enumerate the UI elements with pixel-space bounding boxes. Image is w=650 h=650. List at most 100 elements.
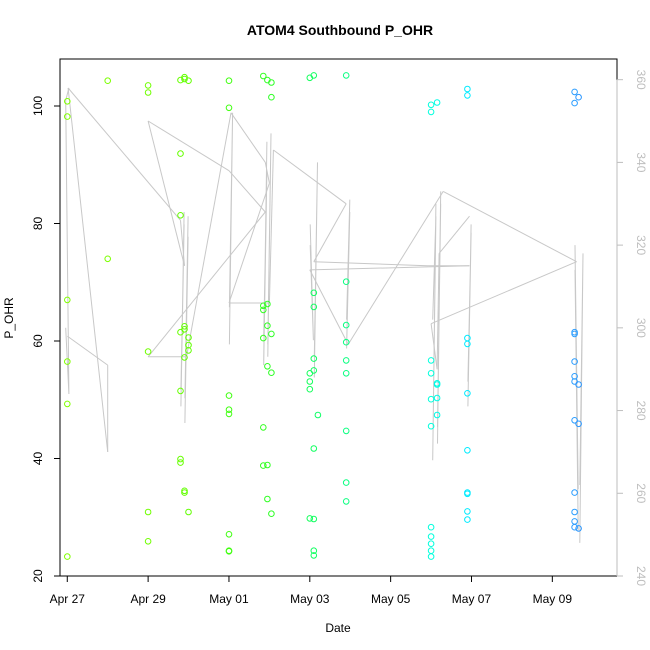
data-point-14-0 bbox=[427, 553, 435, 560]
line-stick-6 bbox=[309, 224, 314, 341]
line-segment-11 bbox=[230, 112, 266, 163]
data-point-1-0 bbox=[104, 255, 111, 263]
data-point-12-0 bbox=[314, 411, 322, 419]
data-point-16-4 bbox=[464, 447, 471, 454]
point-series bbox=[64, 72, 582, 560]
data-point-0-5 bbox=[64, 98, 71, 105]
data-point-11-5 bbox=[310, 355, 318, 362]
line-segment-22 bbox=[347, 191, 444, 345]
chart-title: ATOM4 Southbound P_OHR bbox=[247, 22, 433, 38]
line-segment-2 bbox=[67, 87, 109, 452]
data-point-10-0 bbox=[306, 515, 314, 522]
data-point-13-8 bbox=[342, 72, 350, 79]
data-point-17-11 bbox=[571, 88, 578, 96]
data-point-14-8 bbox=[427, 357, 435, 364]
x-tick-label-4: May 05 bbox=[371, 592, 411, 606]
line-segment-24 bbox=[430, 261, 577, 325]
data-point-11-3 bbox=[310, 445, 318, 452]
line-segment-13 bbox=[228, 182, 270, 304]
line-segment-21 bbox=[309, 269, 349, 345]
data-point-1-1 bbox=[104, 77, 111, 84]
data-point-17-10 bbox=[571, 99, 578, 107]
data-point-4-4 bbox=[181, 323, 188, 330]
line-segment-26 bbox=[436, 253, 440, 370]
data-point-13-2 bbox=[342, 427, 350, 435]
plot-frame bbox=[59, 58, 618, 577]
data-point-7-1 bbox=[260, 424, 267, 431]
data-point-9-3 bbox=[268, 93, 275, 101]
data-point-18-1 bbox=[575, 420, 582, 428]
data-point-8-2 bbox=[264, 363, 271, 370]
data-point-17-7 bbox=[571, 358, 578, 365]
data-point-17-2 bbox=[571, 508, 578, 516]
data-point-5-0 bbox=[185, 508, 192, 516]
line-stick-11 bbox=[467, 224, 472, 407]
y2-tick-label-4: 320 bbox=[634, 235, 648, 255]
data-point-18-3 bbox=[575, 93, 582, 101]
data-point-14-4 bbox=[427, 523, 435, 531]
y2-tick-label-3: 300 bbox=[634, 318, 648, 338]
data-point-16-8 bbox=[464, 92, 471, 99]
x-tick-label-1: Apr 29 bbox=[130, 592, 166, 606]
x-tick-label-0: Apr 27 bbox=[50, 592, 86, 606]
x-tick-label-5: May 07 bbox=[452, 592, 492, 606]
data-point-16-1 bbox=[464, 508, 471, 515]
data-point-6-5 bbox=[225, 392, 233, 399]
data-point-5-4 bbox=[185, 77, 192, 84]
data-point-15-0 bbox=[433, 411, 441, 419]
line-segment-16 bbox=[273, 149, 347, 205]
x-axis: Apr 27 Apr 29 May 01 May 03 May 05 May 07 May … bbox=[50, 575, 572, 606]
data-point-8-0 bbox=[264, 461, 271, 469]
data-point-15-3 bbox=[433, 380, 441, 387]
data-point-7-4 bbox=[260, 302, 267, 310]
data-point-9-1 bbox=[268, 369, 275, 377]
data-point-0-1 bbox=[64, 400, 71, 408]
y-tick-label-3: 80 bbox=[31, 217, 45, 231]
data-point-16-3 bbox=[464, 489, 471, 496]
line-stick-13 bbox=[579, 253, 584, 543]
line-segment-20 bbox=[309, 265, 470, 271]
y-tick-label-0: 20 bbox=[31, 569, 45, 583]
data-point-10-1 bbox=[306, 385, 314, 393]
data-point-10-2 bbox=[306, 378, 314, 385]
data-point-11-1 bbox=[310, 547, 318, 555]
data-point-3-5 bbox=[177, 150, 184, 157]
line-series bbox=[65, 87, 584, 543]
data-point-3-2 bbox=[177, 387, 184, 395]
line-stick-10 bbox=[437, 191, 442, 444]
y2-tick-label-6: 360 bbox=[634, 70, 648, 90]
y2-tick-label-0: 240 bbox=[634, 566, 648, 586]
data-point-4-5 bbox=[181, 73, 188, 81]
data-point-2-4 bbox=[144, 82, 152, 89]
line-segment-6 bbox=[147, 120, 230, 172]
y-tick-label-2: 60 bbox=[31, 334, 45, 348]
y2-tick-label-2: 280 bbox=[634, 401, 648, 421]
line-segment-3 bbox=[67, 87, 181, 221]
data-point-16-5 bbox=[464, 390, 471, 397]
line-segment-4 bbox=[180, 220, 185, 266]
data-point-9-2 bbox=[268, 330, 275, 338]
line-stick-2 bbox=[184, 216, 189, 424]
right-y-axis: 240 260 280 300 320 340 360 bbox=[616, 70, 648, 586]
data-point-2-1 bbox=[144, 508, 152, 516]
data-point-10-3 bbox=[306, 370, 314, 377]
line-segment-12 bbox=[264, 162, 270, 184]
data-point-6-2 bbox=[225, 531, 233, 538]
data-point-14-1 bbox=[427, 547, 435, 555]
data-point-7-0 bbox=[260, 462, 267, 469]
data-point-17-3 bbox=[571, 489, 578, 496]
data-point-0-0 bbox=[64, 553, 71, 560]
data-point-6-1 bbox=[225, 547, 233, 555]
line-segment-5 bbox=[147, 120, 185, 266]
data-point-7-2 bbox=[260, 334, 267, 342]
data-point-0-2 bbox=[64, 358, 71, 365]
data-point-0-4 bbox=[64, 113, 71, 120]
data-point-9-4 bbox=[268, 79, 275, 86]
data-point-13-6 bbox=[342, 321, 350, 329]
line-stick-3 bbox=[228, 112, 234, 345]
line-segment-27 bbox=[438, 215, 470, 254]
x-tick-label-2: May 01 bbox=[209, 592, 249, 606]
y-tick-label-1: 40 bbox=[31, 452, 45, 466]
line-stick-4 bbox=[263, 141, 268, 366]
data-point-14-9 bbox=[427, 108, 435, 116]
